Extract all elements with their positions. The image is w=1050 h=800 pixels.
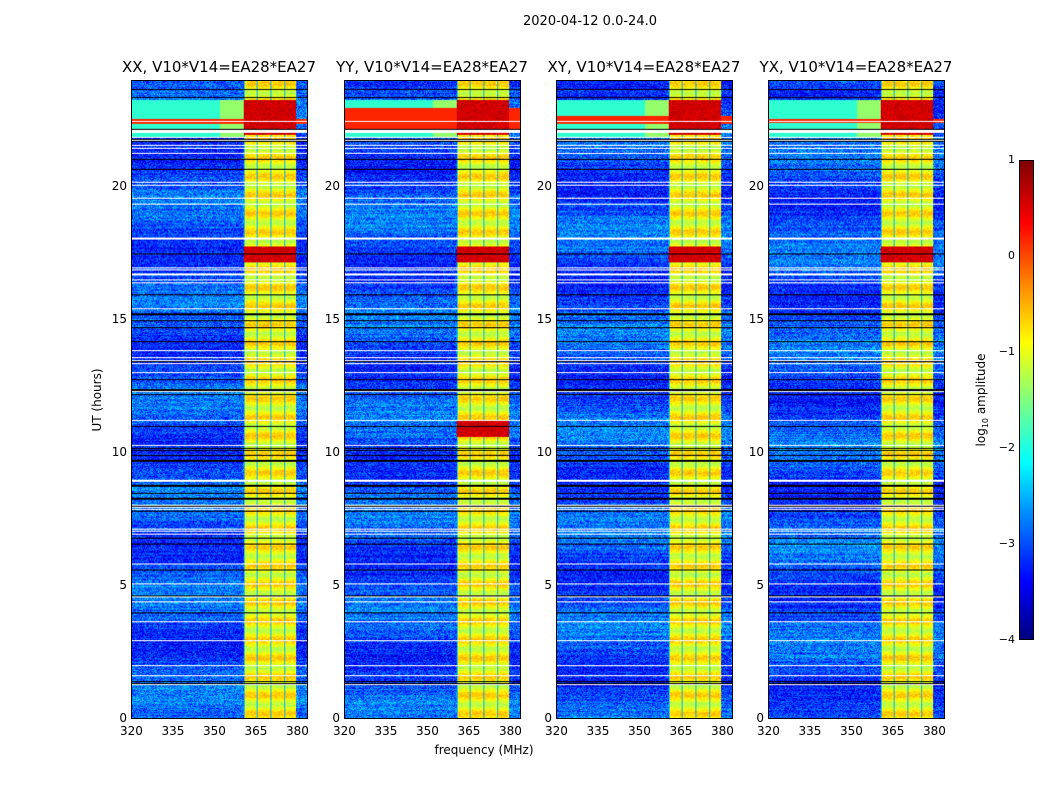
x-tick-label: 365: [244, 724, 268, 738]
heatmap-image: [769, 81, 944, 718]
x-tick-label: 380: [710, 724, 734, 738]
panel-title: XY, V10*V14=EA28*EA27: [547, 58, 741, 76]
y-tick-label: 10: [748, 444, 764, 459]
y-tick-label: 5: [544, 577, 552, 592]
y-tick-label: 0: [332, 711, 340, 725]
y-tick-label: 0: [756, 711, 764, 725]
figure-title: 2020-04-12 0.0-24.0: [523, 14, 657, 29]
x-tick-label: 320: [333, 724, 356, 738]
y-tick-label: 15: [111, 311, 127, 326]
y-tick-label: 10: [324, 444, 340, 459]
x-tick-label: 350: [415, 724, 439, 738]
colorbar-tick-label: 1: [1008, 153, 1015, 166]
x-tick-label: 365: [669, 724, 693, 738]
heatmap-image: [132, 81, 307, 718]
y-tick-label: 15: [536, 311, 552, 326]
x-tick-label: 380: [285, 724, 309, 738]
y-tick-label: 10: [536, 444, 552, 459]
colorbar-label: log10 amplitude: [973, 353, 991, 447]
y-tick-label: 5: [119, 577, 127, 592]
y-tick-label: 15: [748, 311, 764, 326]
y-axis-label: UT (hours): [90, 368, 104, 432]
y-tick-label: 5: [332, 577, 340, 592]
y-tick-label: 20: [324, 178, 340, 193]
x-axis-label: frequency (MHz): [434, 743, 534, 757]
x-tick-label: 335: [161, 724, 185, 738]
y-tick-label: 5: [756, 577, 764, 592]
heatmap-image: [345, 81, 520, 718]
panel-title: YY, V10*V14=EA28*EA27: [336, 58, 528, 76]
colorbar-tick-label: −3: [998, 537, 1015, 550]
y-tick-label: 20: [111, 178, 127, 193]
y-tick-label: 20: [748, 178, 764, 193]
heatmap-panel: [768, 80, 945, 719]
y-tick-label: 0: [544, 711, 552, 725]
x-tick-label: 365: [881, 724, 905, 738]
x-tick-label: 335: [586, 724, 610, 738]
x-tick-label: 350: [627, 724, 651, 738]
colorbar-tick-label: −4: [998, 633, 1015, 646]
heatmap-panel: [344, 80, 521, 719]
panel-title: YX, V10*V14=EA28*EA27: [759, 58, 953, 76]
x-tick-label: 365: [457, 724, 481, 738]
x-tick-label: 335: [374, 724, 398, 738]
colorbar-tick-label: −2: [998, 441, 1015, 454]
x-tick-label: 350: [202, 724, 226, 738]
y-tick-label: 10: [111, 444, 127, 459]
x-tick-label: 320: [120, 724, 143, 738]
x-tick-label: 335: [798, 724, 822, 738]
colorbar-tick-label: 0: [1008, 249, 1015, 262]
x-tick-label: 380: [498, 724, 522, 738]
heatmap-panel: [131, 80, 308, 719]
colorbar-tick-label: −1: [998, 345, 1015, 358]
y-tick-label: 0: [119, 711, 127, 725]
y-tick-label: 15: [324, 311, 340, 326]
colorbar: [1019, 160, 1034, 640]
heatmap-panel: [556, 80, 733, 719]
y-tick-label: 20: [536, 178, 552, 193]
x-tick-label: 350: [839, 724, 863, 738]
x-tick-label: 320: [545, 724, 568, 738]
heatmap-image: [557, 81, 732, 718]
panel-title: XX, V10*V14=EA28*EA27: [121, 58, 316, 76]
x-tick-label: 380: [922, 724, 946, 738]
x-tick-label: 320: [757, 724, 780, 738]
